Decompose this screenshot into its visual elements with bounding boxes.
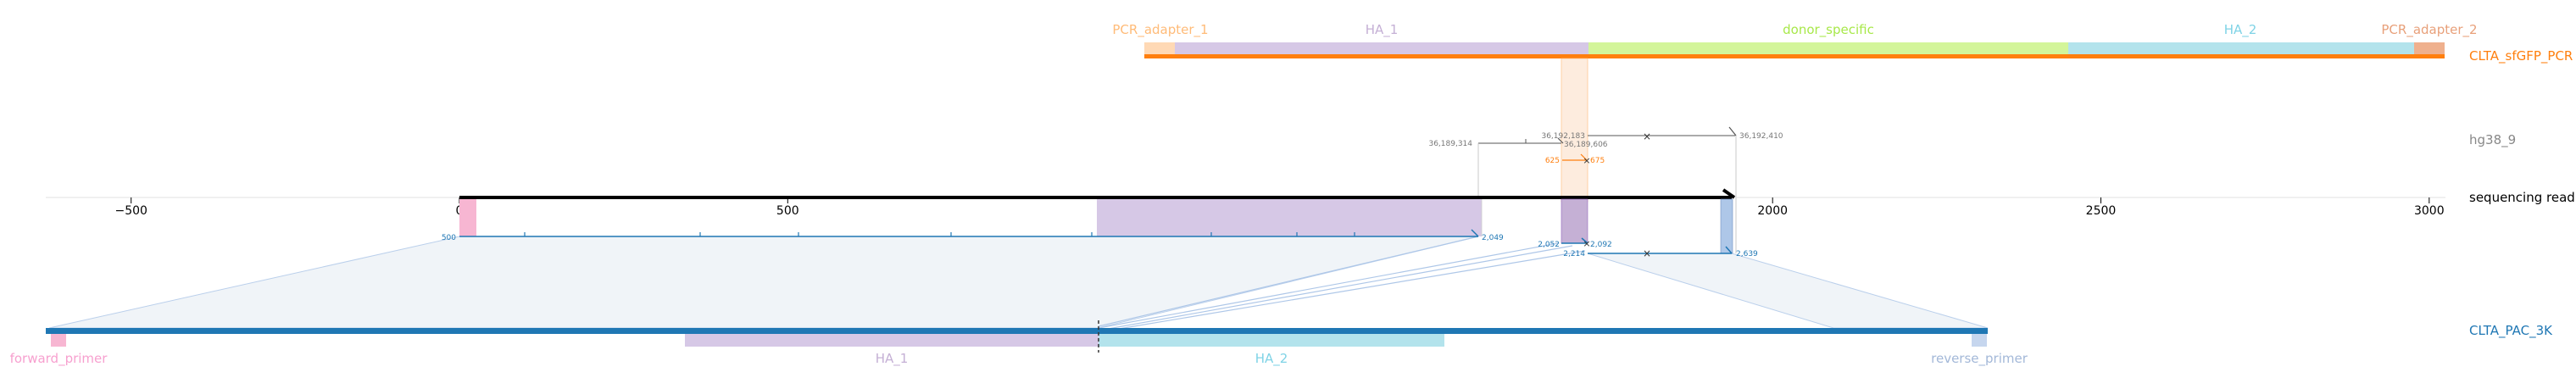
- read-ha-1: [1097, 199, 1482, 236]
- read-label-b: 2,052: [1538, 241, 1560, 249]
- read-forward-primer: [459, 199, 476, 236]
- top-label-pcr-adapter-1: PCR_adapter_1: [1112, 22, 1208, 38]
- axis-tick-label: 2500: [2086, 204, 2117, 218]
- pcr-end-label: 675: [1590, 157, 1605, 165]
- pac-ha-1: [685, 334, 1099, 347]
- hg-left-end-label: 36,189,606: [1564, 141, 1608, 149]
- feature-donor-specific: [1588, 42, 2068, 56]
- bottom-label-ha-1: HA_1: [876, 351, 909, 367]
- hg-right-end-label: 36,192,410: [1739, 132, 1783, 141]
- hg38-left-arrow: [1557, 137, 1564, 144]
- row-label-hg38: hg38_9: [2469, 132, 2516, 148]
- pac-backbone: [46, 328, 1988, 334]
- feature-ha-2-top: [2068, 42, 2414, 56]
- axis-tick-label: 2000: [1757, 204, 1788, 218]
- bottom-label-reverse-primer: reverse_primer: [1931, 351, 2028, 367]
- top-label-ha-2: HA_2: [2224, 22, 2257, 38]
- feature-pcr-adapter-2: [2414, 42, 2445, 56]
- pac-track: forward_primer HA_1 HA_2 reverse_primer: [10, 320, 2028, 367]
- feature-ha-1-top: [1175, 42, 1588, 56]
- axis-tick-label: −500: [114, 204, 147, 218]
- read-arrow-head: [1722, 188, 1736, 199]
- pac-forward-primer: [51, 334, 66, 347]
- read-label-e: 2,639: [1736, 250, 1758, 258]
- pac-ha-2: [1099, 334, 1444, 347]
- mismatch-x-icon: ×: [1643, 131, 1651, 142]
- top-label-ha-1: HA_1: [1366, 22, 1399, 38]
- bottom-label-ha-2: HA_2: [1255, 351, 1288, 367]
- pcr-mapping-arrow: [1580, 153, 1588, 161]
- hg-left-start-label: 36,189,314: [1428, 140, 1472, 148]
- row-label-pac: CLTA_PAC_3K: [2469, 323, 2553, 339]
- pcr-track: PCR_adapter_1 HA_1 donor_specific HA_2 P…: [1112, 22, 2478, 58]
- connector-right: [1587, 253, 1989, 329]
- axis-tick-label: 500: [776, 204, 799, 218]
- connector-line: [1098, 250, 1586, 333]
- hg38-track: × 36,189,314 36,189,606 36,192,183 36,19…: [1428, 126, 1783, 253]
- pac-mismatch-x-icon: ×: [1583, 238, 1590, 249]
- read-features: [459, 198, 1733, 254]
- pac-alignment-right-arrow: [1725, 246, 1733, 254]
- pcr-backbone: [1144, 54, 2445, 58]
- read-label-c: 2,092: [1590, 241, 1612, 249]
- top-label-pcr-adapter-2: PCR_adapter_2: [2381, 22, 2477, 38]
- read-reverse-primer: [1720, 198, 1733, 254]
- pcr-highlight-band: [1561, 58, 1588, 203]
- read-ha-1-b: [1561, 198, 1588, 244]
- row-label-pcr: CLTA_sfGFP_PCR: [2469, 48, 2573, 64]
- pac-alignment-mid-arrow: [1581, 237, 1588, 244]
- hg38-right-arrow: [1728, 126, 1737, 136]
- read-start-label: 500: [442, 234, 456, 242]
- pac-alignments: × × 500 2,049 2,052 2,092 2,214 2,639: [442, 229, 1758, 259]
- connector-line: [1098, 245, 1573, 331]
- connector-line: [1098, 242, 1559, 329]
- pac-alignment-ticks: [524, 232, 1355, 236]
- pcr-mismatch-x-icon: ×: [1583, 155, 1590, 166]
- pac-reverse-primer: [1972, 334, 1987, 347]
- read-label-d: 2,214: [1563, 250, 1585, 258]
- pcr-start-label: 625: [1545, 157, 1560, 165]
- axis-tick-label: 3000: [2414, 204, 2445, 218]
- connector-left: [48, 236, 1479, 329]
- row-labels: CLTA_sfGFP_PCR hg38_9 sequencing read CL…: [2469, 48, 2575, 339]
- pac-mismatch-x-icon: ×: [1643, 247, 1651, 259]
- top-label-donor-specific: donor_specific: [1783, 22, 1874, 38]
- pac-alignment-left-arrow: [1471, 229, 1479, 237]
- alignment-connectors: [48, 236, 1989, 333]
- bottom-label-forward-primer: forward_primer: [10, 351, 108, 367]
- row-label-read: sequencing read: [2469, 190, 2575, 205]
- feature-pcr-adapter-1: [1144, 42, 1175, 56]
- read-label-a: 2,049: [1482, 234, 1504, 242]
- hg-right-start-label: 36,192,183: [1541, 132, 1585, 141]
- connector-line: [1098, 236, 1479, 327]
